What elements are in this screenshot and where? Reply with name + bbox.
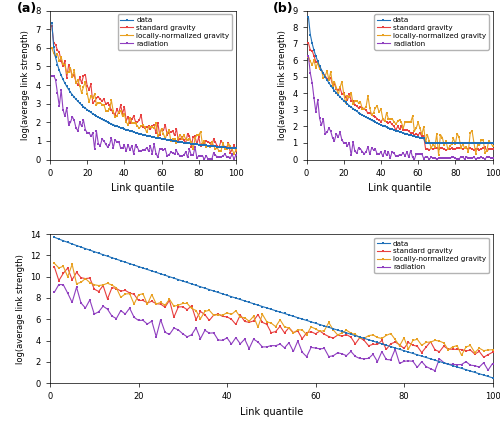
Legend: data, standard gravity, locally-normalized gravity, radiation: data, standard gravity, locally-normaliz… (118, 14, 232, 50)
X-axis label: Link quantile: Link quantile (240, 407, 303, 417)
Y-axis label: log(average link strength): log(average link strength) (21, 30, 30, 140)
Legend: data, standard gravity, locally-normalized gravity, radiation: data, standard gravity, locally-normaliz… (374, 14, 489, 50)
Y-axis label: log(average link strength): log(average link strength) (16, 254, 25, 363)
X-axis label: Link quantile: Link quantile (368, 183, 431, 193)
Text: (a): (a) (16, 2, 37, 15)
Text: (b): (b) (273, 2, 293, 15)
X-axis label: Link quantile: Link quantile (112, 183, 174, 193)
Y-axis label: log(average link strength): log(average link strength) (278, 30, 286, 140)
Legend: data, standard gravity, locally-normalized gravity, radiation: data, standard gravity, locally-normaliz… (374, 238, 489, 273)
